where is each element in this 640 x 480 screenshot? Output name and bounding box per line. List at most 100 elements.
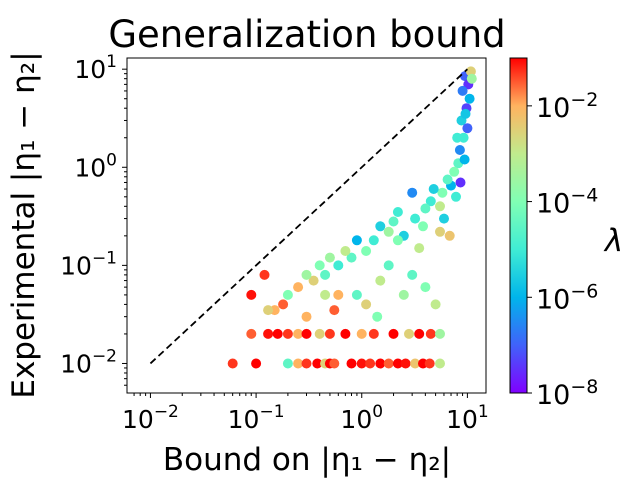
y-axis-label: Experimental |η₁ − η₂| [6, 51, 42, 398]
scatter-point [368, 328, 379, 339]
scatter-point [324, 328, 335, 339]
colorbar-ticks: 10−2 10−4 10−6 10−8 [527, 89, 598, 411]
scatter-point [351, 289, 362, 300]
x-tick-label: 10−2 [122, 402, 179, 434]
scatter-point [424, 358, 435, 369]
scatter-point [333, 260, 344, 271]
scatter-point [420, 282, 431, 293]
scatter-point [361, 246, 372, 256]
scatter-point [282, 328, 293, 339]
scatter-point [383, 260, 394, 271]
scatter-point [314, 328, 325, 339]
scatter-point [372, 311, 383, 322]
scatter-point [428, 184, 439, 194]
y-tick-label: 10−1 [60, 248, 117, 280]
scatter-point [459, 154, 470, 165]
scatter-point [425, 328, 436, 339]
scatter-point [320, 269, 331, 280]
scatter-point [356, 328, 367, 339]
y-tick-label: 10−2 [60, 346, 117, 378]
scatter-point [251, 358, 262, 369]
scatter-point [375, 358, 386, 369]
scatter-point [435, 328, 445, 339]
y-tick-label: 100 [74, 150, 117, 182]
scatter-point [333, 289, 344, 300]
scatter-point [312, 358, 323, 369]
scatter-point [454, 145, 465, 155]
reference-line [149, 68, 469, 365]
scatter-point [375, 275, 386, 286]
scatter-point [375, 221, 386, 232]
x-tick-label: 100 [340, 402, 383, 434]
scatter-point [301, 311, 312, 322]
scatter-point [435, 226, 445, 237]
scatter-point [293, 282, 304, 293]
scatter-point [410, 358, 421, 369]
scatter-point [351, 235, 362, 246]
scatter-point [340, 246, 351, 256]
scatter-point [293, 328, 304, 339]
scatter-point [246, 328, 257, 339]
colorbar-tick-label: 10−8 [536, 376, 598, 411]
chart-title: Generalization bound [108, 13, 505, 56]
scatter-point [455, 177, 466, 188]
scatter-point [320, 289, 331, 300]
scatter-point [293, 358, 304, 369]
scatter-point [410, 213, 421, 224]
scatter-point [329, 358, 340, 369]
y-axis-ticks: 10−2 10−1 100 101 [60, 52, 127, 386]
scatter-point [444, 230, 455, 241]
scatter-point [308, 275, 319, 286]
scatter-point [340, 328, 351, 339]
scatter-point [437, 187, 448, 198]
y-tick-label: 101 [74, 52, 117, 84]
scatter-point [282, 358, 293, 369]
scatter-point [368, 235, 379, 246]
scatter-point [392, 207, 403, 217]
scatter-point [263, 305, 274, 316]
scatter-point [282, 289, 293, 300]
scatter-point [392, 235, 403, 246]
scatter-point [356, 358, 367, 369]
scatter-points [227, 66, 477, 369]
scatter-point [439, 213, 449, 224]
scatter-point [392, 358, 403, 369]
scatter-point [404, 328, 414, 339]
scatter-point [442, 174, 453, 185]
scatter-point [314, 260, 325, 271]
scatter-point [420, 203, 431, 214]
colorbar-tick-label: 10−4 [536, 185, 598, 220]
scatter-point [414, 243, 425, 254]
scatter-point [425, 196, 436, 207]
scatter-point [259, 269, 270, 280]
scatter-point [430, 299, 441, 310]
scatter-point [246, 289, 257, 300]
scatter-point [462, 123, 473, 134]
scatter-point [388, 328, 399, 339]
scatter-point [346, 252, 357, 263]
scatter-point [400, 358, 411, 369]
scatter-point [398, 289, 409, 300]
scatter-point [365, 358, 376, 369]
x-axis-label: Bound on |η₁ − η₂| [163, 442, 451, 478]
scatter-point [452, 132, 463, 143]
x-axis-ticks: 10−2 10−1 100 101 [122, 393, 489, 434]
scatter-point [383, 358, 394, 369]
scatter-point [383, 226, 394, 237]
scatter-point [407, 269, 418, 280]
colorbar-tick-label: 10−2 [536, 89, 598, 124]
plot-frame [126, 57, 487, 394]
scatter-point [263, 328, 274, 339]
scatter-point [301, 269, 312, 280]
x-tick-label: 101 [446, 402, 489, 434]
scatter-point [449, 166, 460, 177]
scatter-point [278, 299, 289, 310]
scatter-point [272, 328, 283, 339]
scatter-point [329, 305, 340, 316]
scatter-point [435, 201, 445, 212]
scatter-point [361, 299, 372, 310]
scatter-point [435, 358, 445, 369]
scatter-point [346, 358, 357, 369]
scatter-point [407, 187, 418, 198]
